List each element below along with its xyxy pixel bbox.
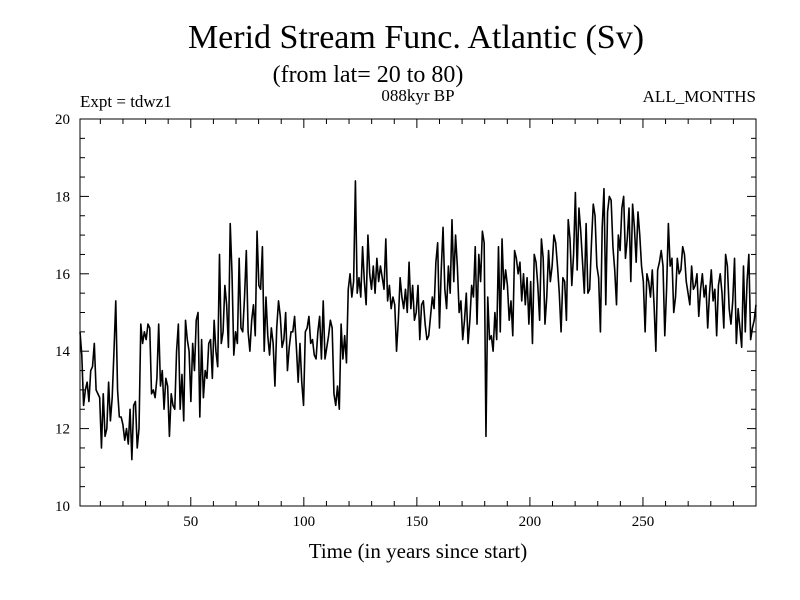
tick-labels: 50 100 150 200 250 10 12 14 16 18 20 (55, 112, 654, 530)
axis-ticks (80, 118, 757, 507)
x-tick-label: 150 (406, 514, 429, 530)
y-tick-label: 18 (55, 189, 70, 205)
y-tick-label: 12 (55, 422, 70, 438)
y-tick-label: 20 (55, 112, 70, 128)
chart-title: Merid Stream Func. Atlantic (Sv) (188, 19, 644, 56)
x-tick-label: 200 (519, 514, 542, 530)
series-line (79, 180, 757, 461)
months-label: ALL_MONTHS (643, 87, 756, 106)
period-label: 088kyr BP (381, 86, 454, 105)
y-tick-label: 16 (55, 267, 71, 283)
x-tick-label: 100 (293, 514, 316, 530)
x-tick-label: 50 (183, 514, 198, 530)
y-tick-label: 10 (55, 499, 70, 515)
series-layer (79, 180, 757, 461)
x-axis-title: Time (in years since start) (309, 539, 528, 563)
x-tick-label: 250 (632, 514, 655, 530)
experiment-label: Expt = tdwz1 (80, 92, 172, 111)
y-tick-label: 14 (55, 344, 71, 360)
chart-subtitle: (from lat= 20 to 80) (273, 62, 464, 88)
